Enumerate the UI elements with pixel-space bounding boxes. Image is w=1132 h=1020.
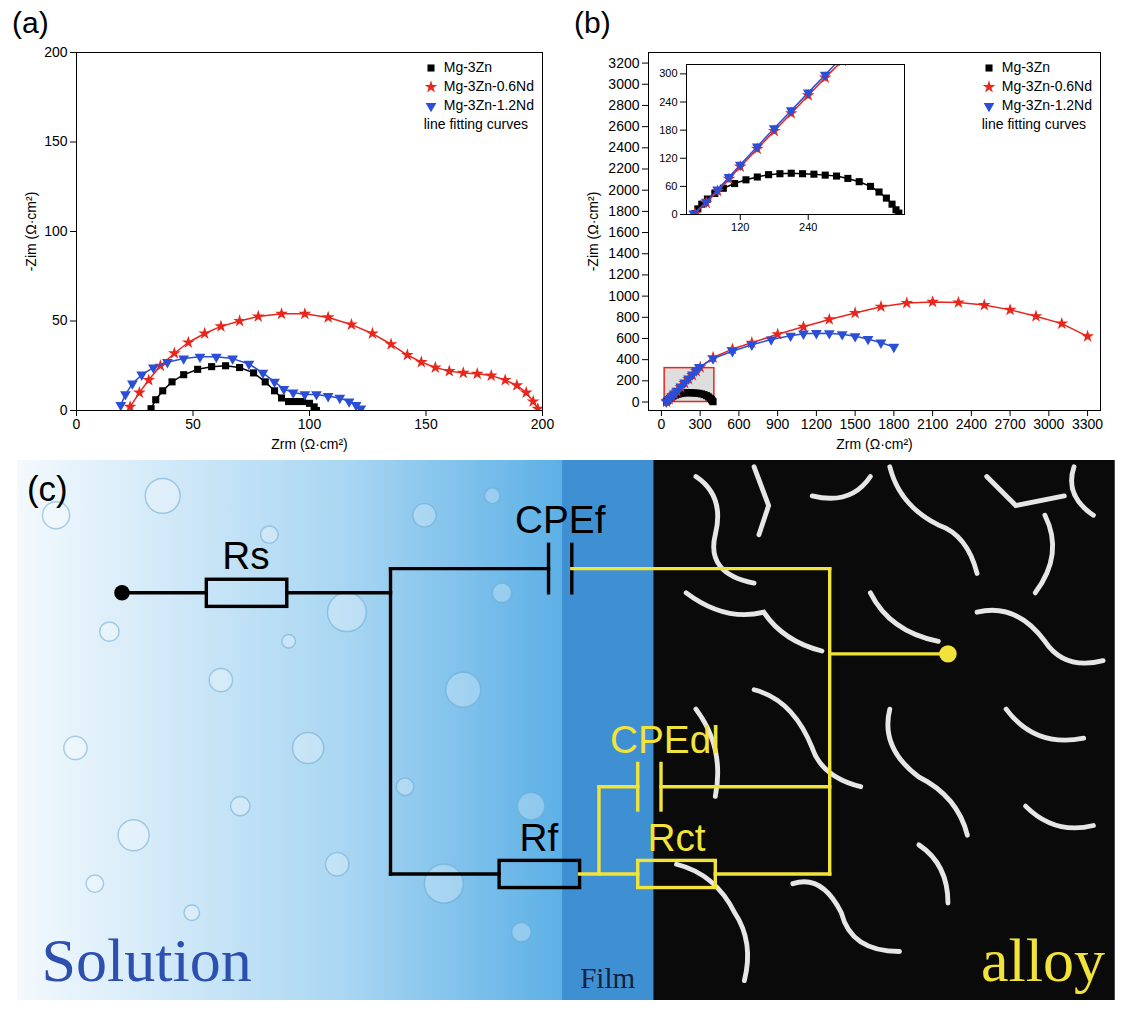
svg-text:0: 0: [658, 416, 666, 432]
svg-text:1800: 1800: [608, 203, 639, 219]
svg-text:CPEf: CPEf: [515, 498, 606, 541]
svg-text:400: 400: [616, 351, 640, 367]
svg-text:1500: 1500: [840, 416, 871, 432]
html-text:line fitting curves: line fitting curves: [423, 116, 528, 132]
svg-text:200: 200: [44, 44, 68, 60]
svg-text:200: 200: [616, 372, 640, 388]
svg-text:3200: 3200: [608, 55, 639, 71]
svg-text:50: 50: [185, 416, 201, 432]
svg-text:800: 800: [616, 309, 640, 325]
svg-text:2400: 2400: [608, 139, 639, 155]
svg-text:100: 100: [298, 416, 322, 432]
html-text:Mg-3Zn: Mg-3Zn: [1001, 59, 1050, 75]
svg-text:0: 0: [73, 416, 81, 432]
svg-text:1200: 1200: [608, 266, 639, 282]
svg-text:0: 0: [671, 208, 677, 220]
svg-text:0: 0: [60, 402, 68, 418]
svg-text:Zrm (Ω·cm²): Zrm (Ω·cm²): [836, 436, 913, 452]
svg-text:150: 150: [414, 416, 438, 432]
svg-text:Rf: Rf: [519, 816, 558, 859]
html-text:Mg-3Zn-1.2Nd: Mg-3Zn-1.2Nd: [443, 97, 534, 113]
svg-text:180: 180: [659, 124, 677, 136]
svg-text:1800: 1800: [878, 416, 909, 432]
svg-text:Rs: Rs: [222, 534, 269, 577]
svg-text:2400: 2400: [956, 416, 987, 432]
html-text:Mg-3Zn-1.2Nd: Mg-3Zn-1.2Nd: [1001, 97, 1092, 113]
svg-text:1200: 1200: [801, 416, 832, 432]
svg-text:200: 200: [531, 416, 555, 432]
svg-text:Zrm (Ω·cm²): Zrm (Ω·cm²): [271, 436, 348, 452]
svg-text:(c): (c): [27, 469, 68, 508]
svg-text:Film: Film: [580, 962, 635, 994]
svg-text:300: 300: [688, 416, 712, 432]
svg-text:600: 600: [727, 416, 751, 432]
svg-text:1000: 1000: [608, 288, 639, 304]
svg-text:Solution: Solution: [42, 926, 252, 994]
svg-text:900: 900: [766, 416, 790, 432]
svg-text:2600: 2600: [608, 118, 639, 134]
svg-text:50: 50: [52, 312, 68, 328]
svg-text:Rct: Rct: [647, 816, 705, 859]
html-text:line fitting curves: line fitting curves: [981, 116, 1086, 132]
svg-text:600: 600: [616, 330, 640, 346]
svg-text:-Zim (Ω·cm²): -Zim (Ω·cm²): [23, 192, 39, 272]
svg-text:3000: 3000: [608, 76, 639, 92]
svg-text:150: 150: [44, 133, 68, 149]
svg-text:3000: 3000: [1033, 416, 1064, 432]
svg-text:2200: 2200: [608, 160, 639, 176]
svg-text:1400: 1400: [608, 245, 639, 261]
svg-text:300: 300: [659, 67, 677, 79]
svg-text:100: 100: [44, 223, 68, 239]
svg-text:alloy: alloy: [981, 926, 1105, 994]
svg-text:0: 0: [632, 394, 640, 410]
svg-text:120: 120: [731, 221, 749, 233]
svg-text:1600: 1600: [608, 224, 639, 240]
html-text:(a): (a): [12, 6, 49, 39]
svg-text:3300: 3300: [1072, 416, 1103, 432]
html-text:Mg-3Zn: Mg-3Zn: [443, 59, 492, 75]
svg-text:CPEdl: CPEdl: [610, 718, 720, 761]
svg-text:-Zim (Ω·cm²): -Zim (Ω·cm²): [585, 192, 601, 272]
svg-text:240: 240: [799, 221, 817, 233]
svg-text:120: 120: [659, 152, 677, 164]
svg-text:2000: 2000: [608, 182, 639, 198]
svg-text:60: 60: [665, 180, 677, 192]
svg-text:240: 240: [659, 96, 677, 108]
svg-text:2100: 2100: [917, 416, 948, 432]
svg-text:2800: 2800: [608, 97, 639, 113]
html-text:Mg-3Zn-0.6Nd: Mg-3Zn-0.6Nd: [443, 78, 534, 94]
html-text:(b): (b): [574, 6, 611, 39]
html-text:Mg-3Zn-0.6Nd: Mg-3Zn-0.6Nd: [1001, 78, 1092, 94]
svg-text:2700: 2700: [995, 416, 1026, 432]
